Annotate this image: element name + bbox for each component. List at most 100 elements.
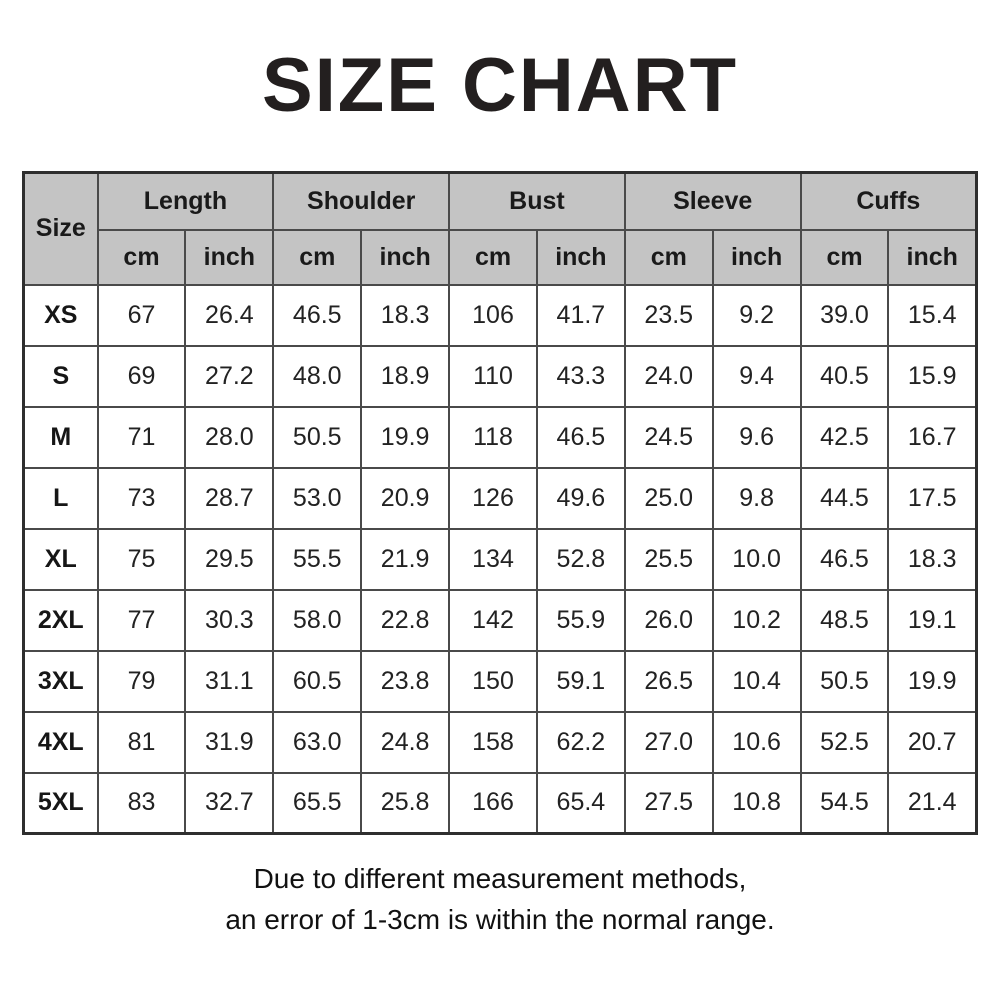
value-cell: 25.0	[623, 466, 714, 530]
value-cell: 10.8	[711, 771, 802, 835]
value-cell: 158	[448, 710, 538, 774]
value-cell: 75	[96, 527, 187, 591]
value-cell: 52.8	[535, 527, 626, 591]
table-row: 3XL 79 31.1 60.5 23.8 150 59.1 26.5 10.4…	[22, 649, 978, 713]
table-header: Size Length Shoulder Bust Sleeve Cuffs c…	[22, 171, 978, 286]
column-header-length: Length	[96, 171, 275, 231]
value-cell: 10.6	[711, 710, 802, 774]
table-row: 2XL 77 30.3 58.0 22.8 142 55.9 26.0 10.2…	[22, 588, 978, 652]
value-cell: 55.5	[272, 527, 363, 591]
value-cell: 9.6	[711, 405, 802, 469]
value-cell: 18.9	[360, 344, 451, 408]
value-cell: 48.5	[799, 588, 890, 652]
value-cell: 46.5	[535, 405, 626, 469]
size-cell: 2XL	[22, 588, 99, 652]
table-row: 5XL 83 32.7 65.5 25.8 166 65.4 27.5 10.8…	[22, 771, 978, 835]
size-cell: S	[22, 344, 99, 408]
value-cell: 142	[448, 588, 538, 652]
value-cell: 20.9	[360, 466, 451, 530]
value-cell: 50.5	[799, 649, 890, 713]
unit-header-cm: cm	[799, 228, 890, 286]
value-cell: 9.2	[711, 283, 802, 347]
value-cell: 27.0	[623, 710, 714, 774]
value-cell: 65.5	[272, 771, 363, 835]
value-cell: 15.4	[887, 283, 978, 347]
value-cell: 55.9	[535, 588, 626, 652]
size-cell: 4XL	[22, 710, 99, 774]
value-cell: 43.3	[535, 344, 626, 408]
value-cell: 58.0	[272, 588, 363, 652]
value-cell: 29.5	[184, 527, 275, 591]
column-header-shoulder: Shoulder	[272, 171, 451, 231]
value-cell: 10.0	[711, 527, 802, 591]
value-cell: 28.0	[184, 405, 275, 469]
unit-header-cm: cm	[623, 228, 714, 286]
table-row: 4XL 81 31.9 63.0 24.8 158 62.2 27.0 10.6…	[22, 710, 978, 774]
value-cell: 19.9	[360, 405, 451, 469]
column-header-cuffs: Cuffs	[799, 171, 978, 231]
table-row: S 69 27.2 48.0 18.9 110 43.3 24.0 9.4 40…	[22, 344, 978, 408]
table-body: XS 67 26.4 46.5 18.3 106 41.7 23.5 9.2 3…	[22, 283, 978, 835]
table-row: XS 67 26.4 46.5 18.3 106 41.7 23.5 9.2 3…	[22, 283, 978, 347]
value-cell: 73	[96, 466, 187, 530]
value-cell: 10.4	[711, 649, 802, 713]
value-cell: 28.7	[184, 466, 275, 530]
unit-header-cm: cm	[96, 228, 187, 286]
column-header-sleeve: Sleeve	[623, 171, 802, 231]
group-header-row: Size Length Shoulder Bust Sleeve Cuffs	[22, 171, 978, 286]
unit-header-inch: inch	[535, 228, 626, 286]
unit-header-inch: inch	[360, 228, 451, 286]
value-cell: 83	[96, 771, 187, 835]
value-cell: 110	[448, 344, 538, 408]
value-cell: 23.5	[623, 283, 714, 347]
value-cell: 81	[96, 710, 187, 774]
value-cell: 22.8	[360, 588, 451, 652]
unit-header-inch: inch	[887, 228, 978, 286]
value-cell: 44.5	[799, 466, 890, 530]
value-cell: 50.5	[272, 405, 363, 469]
value-cell: 31.1	[184, 649, 275, 713]
value-cell: 9.8	[711, 466, 802, 530]
value-cell: 59.1	[535, 649, 626, 713]
value-cell: 46.5	[272, 283, 363, 347]
unit-header-inch: inch	[711, 228, 802, 286]
value-cell: 79	[96, 649, 187, 713]
value-cell: 42.5	[799, 405, 890, 469]
unit-header-inch: inch	[184, 228, 275, 286]
value-cell: 20.7	[887, 710, 978, 774]
unit-header-row: cm inch cm inch cm inch cm inch cm inch	[24, 228, 978, 286]
value-cell: 48.0	[272, 344, 363, 408]
value-cell: 21.9	[360, 527, 451, 591]
value-cell: 60.5	[272, 649, 363, 713]
size-cell: XS	[22, 283, 99, 347]
value-cell: 54.5	[799, 771, 890, 835]
value-cell: 67	[96, 283, 187, 347]
size-cell: M	[22, 405, 99, 469]
value-cell: 62.2	[535, 710, 626, 774]
value-cell: 10.2	[711, 588, 802, 652]
value-cell: 24.8	[360, 710, 451, 774]
value-cell: 25.5	[623, 527, 714, 591]
value-cell: 27.5	[623, 771, 714, 835]
size-cell: XL	[22, 527, 99, 591]
value-cell: 63.0	[272, 710, 363, 774]
value-cell: 18.3	[887, 527, 978, 591]
value-cell: 106	[448, 283, 538, 347]
disclaimer-line-2: an error of 1-3cm is within the normal r…	[225, 903, 775, 935]
value-cell: 32.7	[184, 771, 275, 835]
value-cell: 53.0	[272, 466, 363, 530]
value-cell: 19.1	[887, 588, 978, 652]
column-header-bust: Bust	[448, 171, 626, 231]
column-header-size: Size	[22, 171, 99, 286]
value-cell: 69	[96, 344, 187, 408]
value-cell: 26.0	[623, 588, 714, 652]
value-cell: 9.4	[711, 344, 802, 408]
value-cell: 25.8	[360, 771, 451, 835]
value-cell: 24.5	[623, 405, 714, 469]
value-cell: 52.5	[799, 710, 890, 774]
value-cell: 134	[448, 527, 538, 591]
size-cell: 3XL	[22, 649, 99, 713]
value-cell: 21.4	[887, 771, 978, 835]
table-row: L 73 28.7 53.0 20.9 126 49.6 25.0 9.8 44…	[22, 466, 978, 530]
